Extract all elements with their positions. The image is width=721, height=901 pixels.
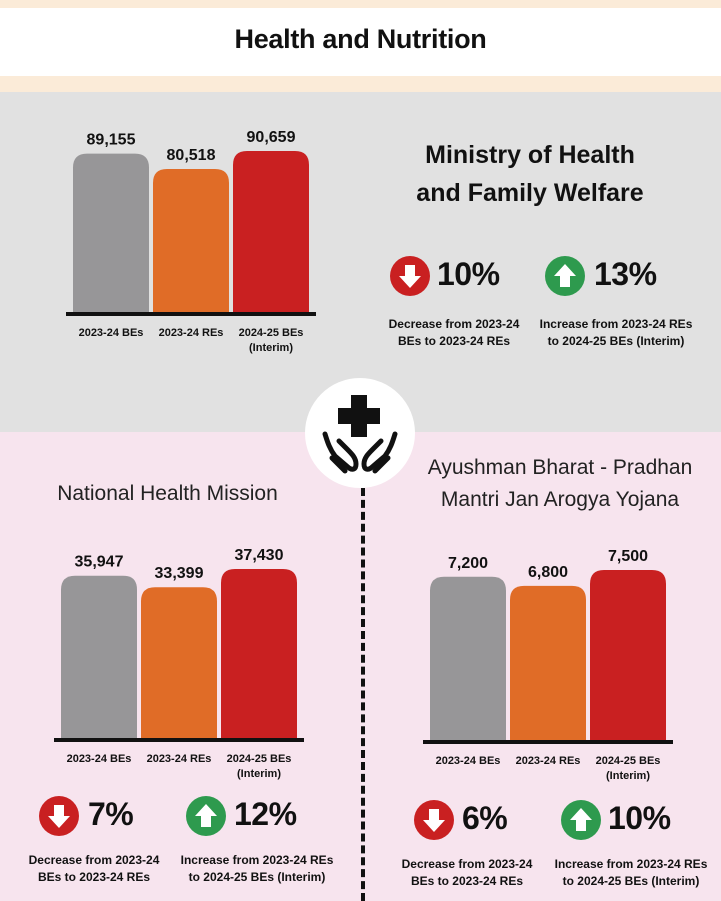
ministry-heading-line1: Ministry of Health <box>425 141 635 169</box>
desc-line: Increase from 2023-24 REs <box>180 853 334 867</box>
pmjay-heading: Ayushman Bharat - Pradhan Mantri Jan Aro… <box>405 452 715 516</box>
desc-line: Decrease from 2023-24 <box>388 317 520 331</box>
nhm-heading: National Health Mission <box>57 482 278 505</box>
down-arrow-icon <box>39 796 79 836</box>
ministry-decrease-stat: 10% Decrease from 2023-24 BEs to 2023-24… <box>363 254 543 354</box>
down-arrow-icon <box>390 256 430 296</box>
health-hands-cross-icon-svg <box>322 395 398 474</box>
pmjay-increase-desc: Increase from 2023-24 REs to 2024-25 BEs… <box>545 856 717 890</box>
desc-line: BEs to 2023-24 REs <box>37 870 151 884</box>
down-arrow-icon <box>414 800 454 840</box>
pmjay-increase-percent: 10% <box>608 800 671 836</box>
pmjay-increase-stat: 10% Increase from 2023-24 REs to 2024-25… <box>545 798 720 898</box>
nhm-increase-desc: Increase from 2023-24 REs to 2024-25 BEs… <box>171 852 343 886</box>
top-accent-strip <box>0 0 721 8</box>
header-accent-band <box>0 76 721 92</box>
pmjay-heading-line2: Mantri Jan Arogya Yojana <box>440 488 680 511</box>
ministry-increase-desc: Increase from 2023-24 REs to 2024-25 BEs… <box>527 316 705 350</box>
pmjay-decrease-stat: 6% Decrease from 2023-24 BEs to 2023-24 … <box>382 798 552 898</box>
nhm-increase-stat: 12% Increase from 2023-24 REs to 2024-25… <box>171 794 346 894</box>
desc-line: Increase from 2023-24 REs <box>554 857 708 871</box>
ministry-increase-percent: 13% <box>594 256 657 292</box>
ministry-increase-stat: 13% Increase from 2023-24 REs to 2024-25… <box>527 254 707 354</box>
pmjay-decrease-percent: 6% <box>462 800 508 836</box>
nhm-decrease-stat: 7% Decrease from 2023-24 BEs to 2023-24 … <box>9 794 179 894</box>
nhm-decrease-desc: Decrease from 2023-24 BEs to 2023-24 REs <box>9 852 179 886</box>
page-title: Health and Nutrition <box>234 24 487 54</box>
up-arrow-icon <box>186 796 226 836</box>
section-divider <box>361 488 365 901</box>
up-arrow-icon <box>545 256 585 296</box>
desc-line: BEs to 2023-24 REs <box>397 334 511 348</box>
pmjay-heading-line1: Ayushman Bharat - Pradhan <box>427 456 693 479</box>
nhm-decrease-percent: 7% <box>88 796 134 832</box>
desc-line: to 2024-25 BEs (Interim) <box>188 870 326 884</box>
pmjay-decrease-desc: Decrease from 2023-24 BEs to 2023-24 REs <box>382 856 552 890</box>
nhm-increase-percent: 12% <box>234 796 297 832</box>
desc-line: BEs to 2023-24 REs <box>410 874 524 888</box>
header-bar <box>0 8 721 78</box>
desc-line: Decrease from 2023-24 <box>28 853 160 867</box>
up-arrow-icon <box>561 800 601 840</box>
desc-line: to 2024-25 BEs (Interim) <box>547 334 685 348</box>
health-hands-cross-icon <box>305 378 415 488</box>
ministry-heading-line2: and Family Welfare <box>416 179 644 207</box>
ministry-decrease-desc: Decrease from 2023-24 BEs to 2023-24 REs <box>363 316 545 350</box>
ministry-heading: Ministry of Health and Family Welfare <box>380 136 680 212</box>
ministry-decrease-percent: 10% <box>437 256 500 292</box>
desc-line: Decrease from 2023-24 <box>401 857 533 871</box>
desc-line: to 2024-25 BEs (Interim) <box>562 874 700 888</box>
desc-line: Increase from 2023-24 REs <box>539 317 693 331</box>
